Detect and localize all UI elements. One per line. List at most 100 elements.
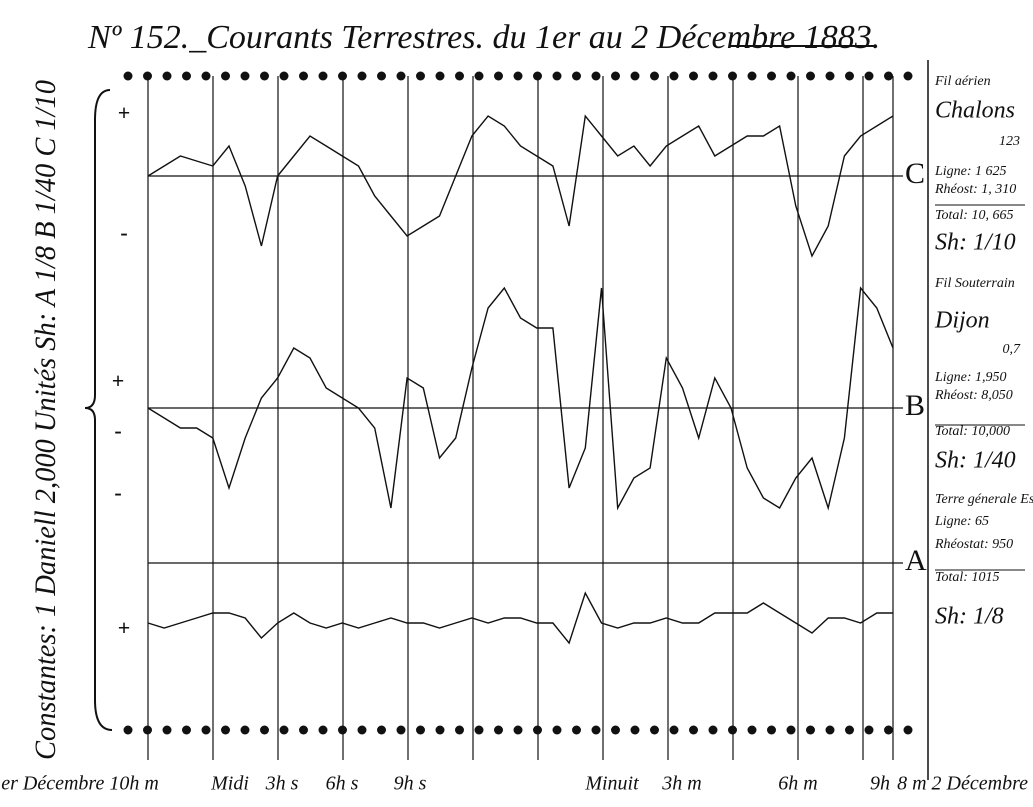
dot — [455, 71, 464, 81]
panel-text: Sh: 1/40 — [935, 448, 1016, 474]
dot — [825, 725, 835, 735]
dot — [884, 71, 893, 81]
dot — [279, 725, 289, 735]
panel-text: Ligne: 1 625 — [934, 164, 1007, 179]
dot — [338, 71, 347, 81]
dot — [611, 725, 620, 735]
panel-text: Ligne: 1,950 — [934, 370, 1007, 385]
dot — [669, 725, 679, 735]
time-label: 9h s — [394, 773, 427, 795]
dot — [689, 71, 698, 81]
dot — [786, 71, 796, 81]
dot — [123, 71, 133, 81]
panel-text: Fil Souterrain — [934, 276, 1015, 291]
dot — [552, 725, 562, 735]
panel-text: Total: 10,000 — [935, 424, 1010, 439]
dot — [260, 71, 269, 81]
time-label: 3h m — [661, 773, 701, 795]
dot — [864, 71, 874, 81]
dot — [747, 725, 757, 735]
panel-text: Chalons — [935, 98, 1015, 124]
dot — [377, 725, 386, 735]
panel-text: Terre génerale Est — [935, 492, 1033, 507]
dot — [396, 725, 406, 735]
dot — [572, 71, 581, 81]
dot — [630, 71, 640, 81]
dot — [474, 725, 484, 735]
dot — [240, 71, 250, 81]
dot — [845, 725, 854, 735]
dot — [299, 71, 308, 81]
panel-text: Total: 10, 665 — [935, 208, 1013, 223]
brace — [84, 89, 113, 731]
dot — [494, 725, 503, 735]
trace-label: A — [905, 544, 927, 577]
dot — [299, 725, 308, 735]
dot — [143, 725, 152, 735]
dot — [240, 725, 250, 735]
dot — [845, 71, 854, 81]
dot — [747, 71, 757, 81]
dot — [903, 71, 913, 81]
trace-label: B — [905, 389, 925, 422]
sign-mark: + — [118, 100, 131, 125]
dot — [143, 71, 152, 81]
sign-mark: - — [114, 418, 121, 443]
dot — [455, 725, 464, 735]
dot — [338, 725, 347, 735]
dot — [630, 725, 640, 735]
dot — [435, 71, 445, 81]
panel-text: Sh: 1/10 — [935, 230, 1016, 256]
dot — [260, 725, 269, 735]
dot — [533, 725, 542, 735]
y-label: Constantes: 1 Daniell 2,000 Unités Sh: A… — [29, 80, 62, 760]
dot — [201, 725, 211, 735]
trace — [147, 286, 894, 511]
dot — [708, 71, 718, 81]
dot — [650, 71, 659, 81]
dot — [279, 71, 289, 81]
dot — [162, 725, 172, 735]
panel-text: Rhéostat: 950 — [934, 537, 1013, 552]
time-label: 3h s — [265, 773, 299, 795]
dot — [221, 725, 230, 735]
dot — [591, 71, 601, 81]
panel-text: Rhéost: 8,050 — [934, 388, 1013, 403]
sign-mark: + — [112, 368, 125, 393]
dot — [357, 71, 367, 81]
dot — [669, 71, 679, 81]
dot — [377, 71, 386, 81]
panel-text: Rhéost: 1, 310 — [934, 182, 1016, 197]
dot — [806, 725, 815, 735]
dot — [318, 71, 328, 81]
dot — [201, 71, 211, 81]
dot — [474, 71, 484, 81]
time-label: 1er Décembre 10h m — [0, 773, 159, 795]
dot — [494, 71, 503, 81]
panel-text: 123 — [999, 134, 1020, 149]
dot — [416, 725, 425, 735]
chart-title: Nº 152._Courants Terrestres. du 1er au 2… — [87, 19, 880, 56]
dot — [591, 725, 601, 735]
dot — [689, 725, 698, 735]
dot — [864, 725, 874, 735]
dot — [767, 725, 776, 735]
dot — [884, 725, 893, 735]
dot — [572, 725, 581, 735]
time-label: 6h m — [778, 773, 817, 795]
panel-text: 0,7 — [1003, 342, 1022, 357]
panel-text: Sh: 1/8 — [935, 604, 1004, 630]
panel-text: Dijon — [934, 308, 990, 334]
dot — [162, 71, 172, 81]
trace-label: C — [905, 157, 925, 190]
time-label: 6h s — [326, 773, 359, 795]
trace — [147, 591, 893, 645]
dot — [533, 71, 542, 81]
dot — [825, 71, 835, 81]
dot — [903, 725, 913, 735]
panel-text: Ligne: 65 — [934, 514, 989, 529]
dot — [221, 71, 230, 81]
dot — [728, 725, 737, 735]
dot — [611, 71, 620, 81]
